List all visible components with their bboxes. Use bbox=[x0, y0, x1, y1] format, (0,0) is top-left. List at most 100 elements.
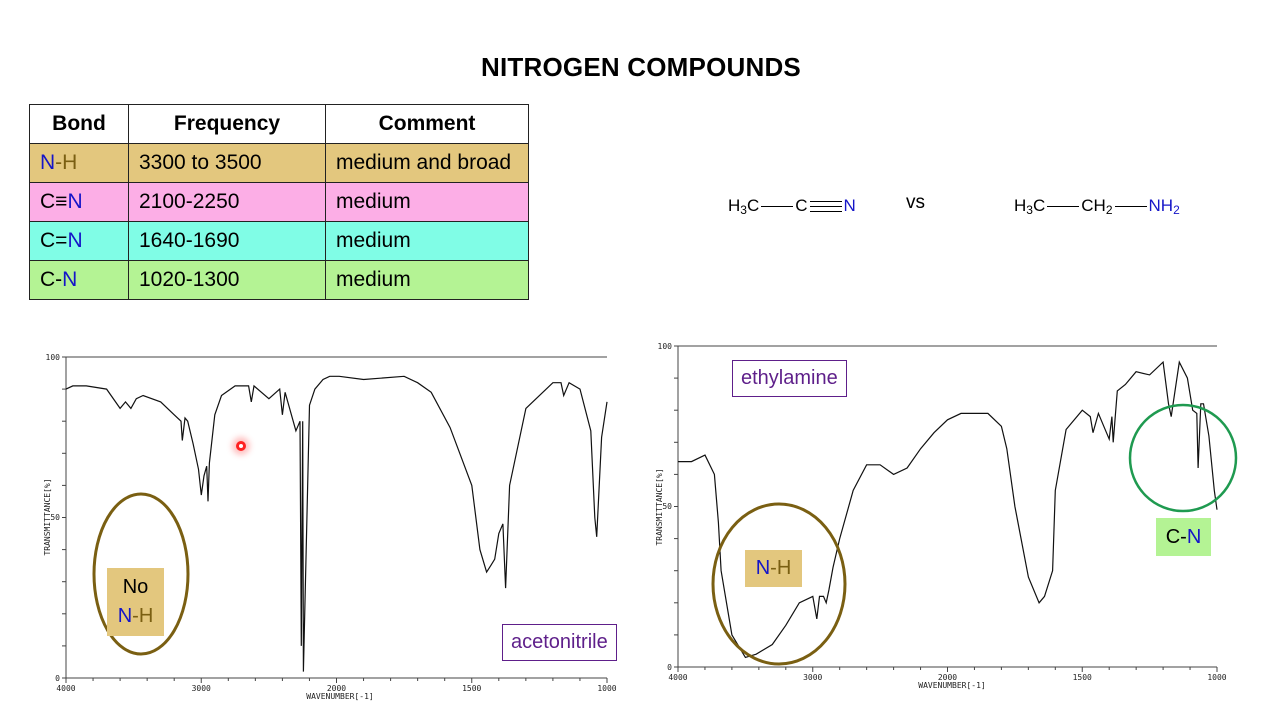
subscript: 3 bbox=[1026, 203, 1033, 217]
comment-cell: medium bbox=[325, 221, 529, 261]
frequency-cell: 1020-1300 bbox=[128, 260, 326, 300]
cn-circle bbox=[1128, 403, 1238, 513]
acetonitrile-ir-spectrum: 4000 3000 2000 1500 1000 100 50 0 TRANSMITTA… bbox=[40, 345, 620, 710]
y-tick-50: 50 bbox=[50, 513, 60, 522]
comment-cell: medium and broad bbox=[325, 143, 529, 183]
frequency-cell: 3300 to 3500 bbox=[128, 143, 326, 183]
y-axis-label: TRANSMITTANCE[%] bbox=[43, 478, 52, 555]
atom-c: C bbox=[746, 196, 760, 215]
frequency-cell: 1640-1690 bbox=[128, 221, 326, 261]
y-tick-50: 50 bbox=[662, 502, 672, 511]
x-tick-label: 4000 bbox=[668, 673, 687, 682]
acetonitrile-label: acetonitrile bbox=[502, 624, 617, 661]
h-text: H bbox=[776, 557, 792, 579]
x-tick-label: 2000 bbox=[938, 673, 957, 682]
bond-frequency-table: Bond Frequency Comment N-H 3300 to 3500 … bbox=[29, 104, 529, 300]
subscript: 2 bbox=[1173, 203, 1180, 217]
y-axis-label: TRANSMITTANCE[%] bbox=[655, 468, 664, 545]
y-tick-100: 100 bbox=[658, 342, 673, 351]
single-bond bbox=[1047, 205, 1080, 208]
bond-atom-n: N bbox=[67, 229, 83, 252]
single-bond bbox=[1114, 205, 1147, 208]
atom-h: H bbox=[1014, 196, 1027, 215]
n-text: N bbox=[117, 605, 133, 627]
y-tick-100: 100 bbox=[46, 353, 61, 362]
y-tick-0: 0 bbox=[667, 663, 672, 672]
atom-h: H bbox=[728, 196, 741, 215]
bond-atom-c: C bbox=[40, 268, 56, 291]
spectrum-svg: 4000 3000 2000 1500 1000 100 50 0 TRANSMITTA… bbox=[43, 353, 617, 701]
atom-c: C bbox=[1032, 196, 1046, 215]
n-text: N bbox=[755, 557, 771, 579]
bond-sep: - bbox=[55, 151, 63, 174]
x-tick-label: 1000 bbox=[1207, 673, 1226, 682]
header-frequency: Frequency bbox=[128, 104, 326, 144]
ethylamine-ir-spectrum: 4000 3000 2000 1500 1000 100 50 0 TRANSMITTA… bbox=[652, 335, 1232, 700]
comment-cell: medium bbox=[325, 260, 529, 300]
x-tick-label: 2000 bbox=[327, 684, 346, 693]
sep-text: - bbox=[1180, 526, 1187, 548]
ch2-group: CH bbox=[1081, 196, 1106, 215]
bond-sep: - bbox=[55, 268, 63, 291]
page-title: NITROGEN COMPOUNDS bbox=[481, 52, 801, 82]
h-text: H bbox=[138, 605, 154, 627]
no-text: No bbox=[122, 576, 149, 598]
x-axis-label: WAVENUMBER[-1] bbox=[306, 692, 373, 701]
x-tick-label: 3000 bbox=[192, 684, 211, 693]
no-nh-label: No N-H bbox=[107, 568, 164, 636]
subscript: 3 bbox=[740, 203, 747, 217]
sep-text: - bbox=[132, 605, 139, 627]
x-tick-label: 4000 bbox=[56, 684, 75, 693]
table-row: C≡N 2100-2250 medium bbox=[29, 182, 529, 222]
spectrum-trace bbox=[65, 375, 608, 672]
table-row: C-N 1020-1300 medium bbox=[29, 260, 529, 300]
spectrum-svg: 4000 3000 2000 1500 1000 100 50 0 TRANSMITTA… bbox=[655, 342, 1227, 690]
subscript: 2 bbox=[1105, 203, 1113, 217]
x-tick-label: 1500 bbox=[1073, 673, 1092, 682]
ethylamine-structure: H3C CH2 NH2 bbox=[1014, 196, 1180, 217]
ethylamine-label: ethylamine bbox=[732, 360, 847, 397]
atom-c: C bbox=[795, 196, 808, 215]
c-text: C bbox=[1165, 526, 1181, 548]
nh2-group: NH bbox=[1148, 196, 1174, 215]
x-tick-label: 3000 bbox=[803, 673, 822, 682]
atom-n: N bbox=[843, 196, 856, 215]
y-tick-0: 0 bbox=[55, 674, 60, 683]
x-tick-label: 1000 bbox=[597, 684, 616, 693]
acetonitrile-structure: H3C C N bbox=[728, 196, 856, 217]
cn-label: C-N bbox=[1156, 518, 1211, 556]
bond-atom-n: N bbox=[67, 190, 83, 213]
no-nh-ellipse bbox=[92, 492, 190, 656]
x-tick-label: 1500 bbox=[462, 684, 481, 693]
vs-label: vs bbox=[906, 192, 925, 213]
sep-text: - bbox=[770, 557, 777, 579]
nh-ellipse bbox=[711, 502, 847, 666]
header-comment: Comment bbox=[325, 104, 529, 144]
spectrum-trace bbox=[678, 360, 1218, 659]
bond-cell: C=N bbox=[29, 221, 129, 261]
x-axis-label: WAVENUMBER[-1] bbox=[918, 681, 985, 690]
bond-cell: C-N bbox=[29, 260, 129, 300]
header-bond: Bond bbox=[29, 104, 129, 144]
mouse-cursor-indicator bbox=[236, 441, 246, 451]
frequency-cell: 2100-2250 bbox=[128, 182, 326, 222]
table-header-row: Bond Frequency Comment bbox=[29, 104, 529, 144]
bond-atom-h: H bbox=[62, 151, 78, 174]
n-text: N bbox=[1186, 526, 1202, 548]
table-row: N-H 3300 to 3500 medium and broad bbox=[29, 143, 529, 183]
bond-atom-n: N bbox=[40, 151, 56, 174]
bond-atom-c: C bbox=[40, 229, 56, 252]
triple-bond bbox=[809, 201, 842, 213]
axes: 4000 3000 2000 1500 1000 bbox=[668, 345, 1227, 682]
bond-cell: N-H bbox=[29, 143, 129, 183]
single-bond bbox=[761, 205, 794, 208]
table-row: C=N 1640-1690 medium bbox=[29, 221, 529, 261]
bond-sep: = bbox=[55, 229, 68, 252]
axes: 4000 3000 2000 1500 1000 bbox=[56, 356, 617, 693]
nh-label: N-H bbox=[745, 550, 802, 587]
bond-atom-c: C bbox=[40, 190, 56, 213]
bond-sep: ≡ bbox=[55, 190, 68, 213]
bond-cell: C≡N bbox=[29, 182, 129, 222]
bond-atom-n: N bbox=[62, 268, 78, 291]
